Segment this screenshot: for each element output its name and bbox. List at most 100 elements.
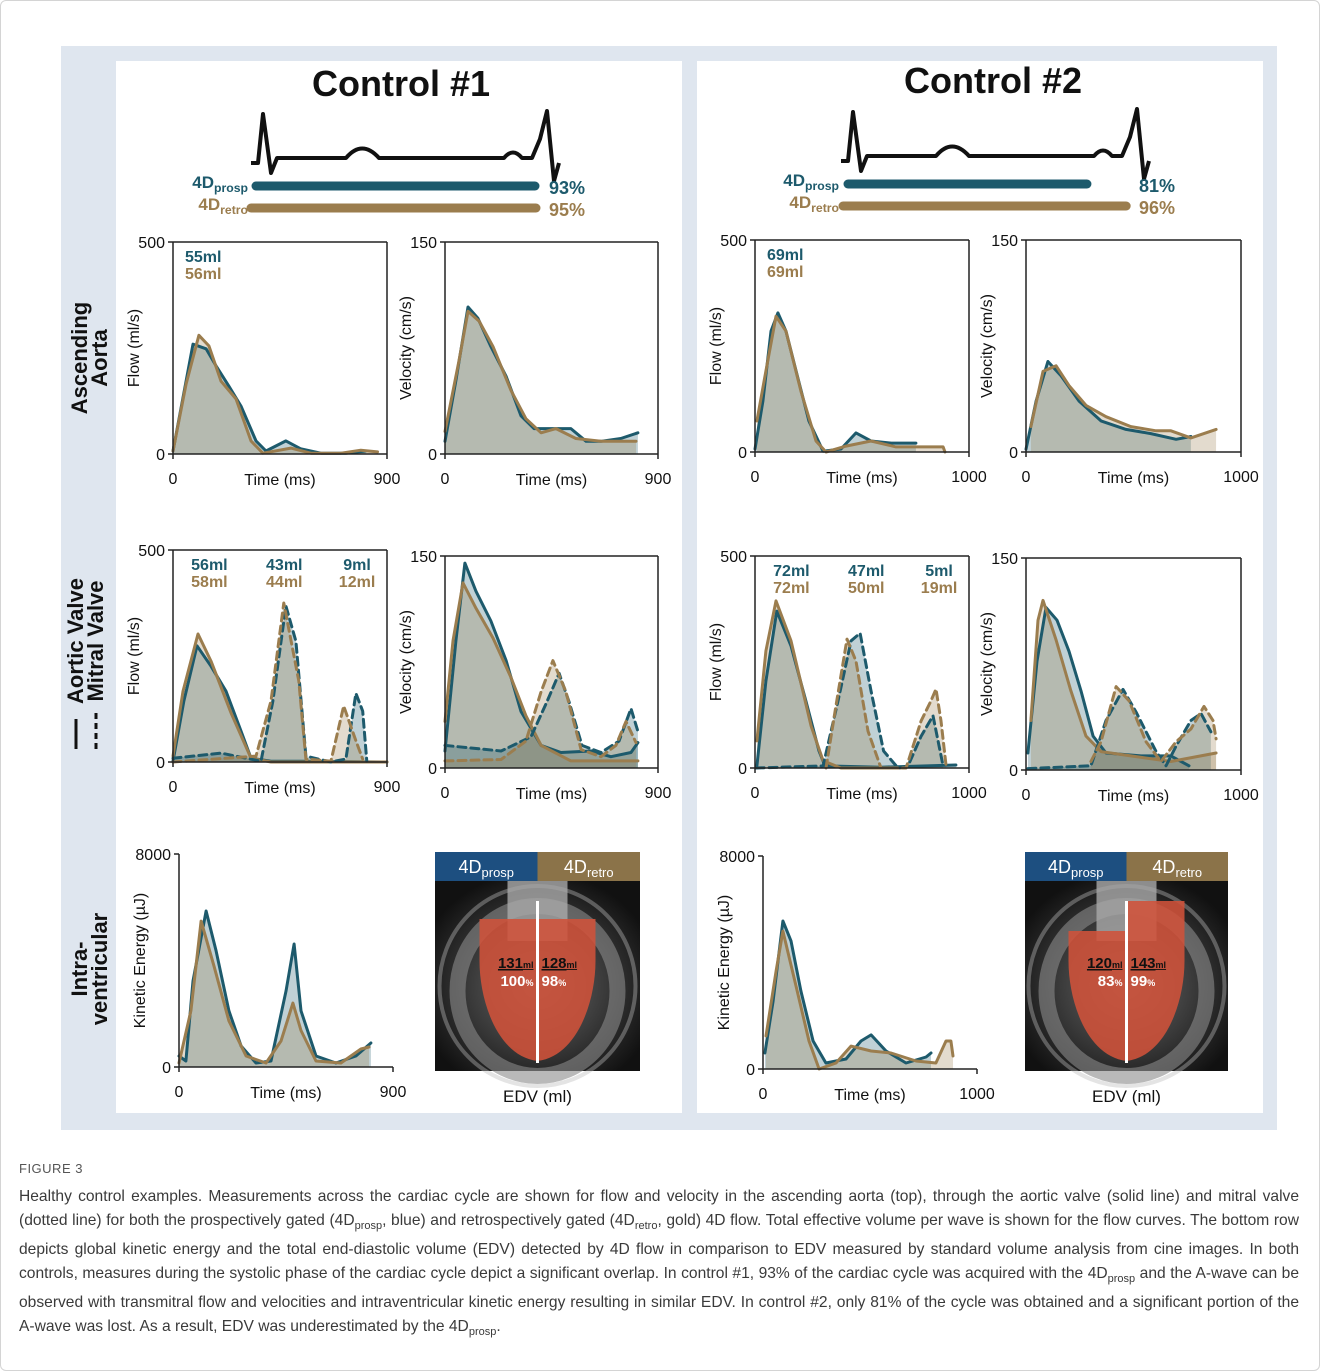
volume-label: 56ml (185, 266, 221, 283)
caption-subscript: prosp (354, 1220, 383, 1233)
volume-label: 55ml (185, 249, 221, 266)
header-prosp (1025, 852, 1128, 881)
y-tick-label: 500 (138, 543, 165, 560)
volume-label: 43ml (266, 557, 302, 574)
caption-segment: Healthy control examples. Measurements a… (19, 1188, 1299, 1229)
edv-header-main: 4D (1048, 857, 1071, 877)
line (1026, 606, 1191, 768)
edv-header-sub: prosp (482, 865, 514, 880)
series-area (173, 606, 367, 762)
y-tick-label: 0 (428, 761, 437, 778)
y-tick-label: 8000 (719, 849, 755, 866)
x-tick-label: 900 (645, 785, 672, 802)
y-axis-label: Kinetic Energy (µJ) (716, 895, 733, 1030)
edv-header: 4Dretro (1152, 857, 1202, 880)
line (443, 581, 640, 763)
caption-segment: , blue) and retrospectively gated (4D (382, 1212, 635, 1229)
coverage-label: 81% (1139, 176, 1175, 196)
x-tick-label: 1000 (1223, 787, 1259, 804)
edv-value: 120ml (1087, 955, 1123, 972)
series-area (179, 911, 371, 1067)
x-tick-label: 0 (759, 1086, 768, 1103)
edv-header: 4Dretro (564, 857, 614, 880)
x-axis-label: Time (ms) (516, 786, 587, 803)
volume-label: 12ml (339, 574, 375, 591)
dashed-line (1089, 685, 1218, 763)
y-tick-label: 500 (720, 549, 747, 566)
row-label: Aorta (87, 329, 112, 387)
series-area (173, 344, 366, 454)
volume-label: 9ml (343, 557, 371, 574)
volume-label: 56ml (191, 557, 227, 574)
y-tick-label: 0 (156, 755, 165, 772)
y-axis-label: Flow (ml/s) (708, 307, 725, 385)
coverage-legend-main: 4D (789, 193, 811, 212)
y-tick-label: 500 (138, 235, 165, 252)
edv-value: 143ml (1131, 955, 1167, 972)
series-area (1026, 361, 1191, 452)
x-tick-label: 1000 (951, 785, 987, 802)
control-title: Control #2 (904, 60, 1082, 101)
y-axis-label: Kinetic Energy (µJ) (132, 893, 149, 1028)
edv-value: 128ml (542, 955, 578, 972)
row-label: Mitral Valve (83, 580, 108, 701)
x-tick-label: 0 (441, 471, 450, 488)
series-area (179, 921, 369, 1067)
y-axis-label: Velocity (cm/s) (979, 294, 996, 398)
edv-value: 131ml (498, 955, 534, 972)
row-label: Aortic Valve (63, 578, 88, 704)
header-retro (1126, 852, 1228, 881)
x-axis-label: Time (ms) (250, 1085, 321, 1102)
series-area (756, 600, 901, 768)
ventricle-volume (479, 919, 538, 1061)
caption: FIGURE 3 Healthy control examples. Measu… (19, 1157, 1299, 1344)
row-label: Intra- (67, 942, 92, 997)
x-tick-label: 0 (441, 785, 450, 802)
coverage-label: 96% (1139, 198, 1175, 218)
series-area (445, 673, 638, 768)
y-tick-label: 0 (1009, 763, 1018, 780)
line (1029, 598, 1218, 763)
edv-percent: 100% (500, 973, 533, 990)
dashed-line (1026, 687, 1213, 771)
series-area (755, 312, 916, 452)
y-tick-label: 0 (746, 1062, 755, 1079)
volume-label: 69ml (767, 264, 803, 281)
coverage-legend-sub: retro (811, 201, 839, 215)
dashed-line (171, 601, 365, 764)
coverage-label: 95% (549, 200, 585, 220)
y-axis-label: Flow (ml/s) (126, 617, 143, 695)
edv-unit: ml (1156, 960, 1167, 970)
x-tick-label: 1000 (1223, 469, 1259, 486)
volume-label: 58ml (191, 574, 227, 591)
x-tick-label: 0 (169, 471, 178, 488)
x-tick-label: 1000 (951, 469, 987, 486)
y-tick-label: 150 (410, 235, 437, 252)
x-axis-label: Time (ms) (516, 472, 587, 489)
edv-header-sub: prosp (1071, 865, 1103, 880)
edv-number: 131 (498, 955, 523, 972)
row-labels: Ascending Aorta Aortic Valve Mitral Valv… (63, 302, 112, 1025)
edv-pct-unit: % (558, 978, 566, 988)
dashed-line (171, 604, 369, 764)
edv-number: 128 (542, 955, 567, 972)
volume-label: 19ml (921, 580, 957, 597)
y-tick-label: 0 (162, 1060, 171, 1077)
figure: Ascending Aorta Aortic Valve Mitral Valv… (61, 46, 1277, 1130)
y-tick-label: 0 (738, 761, 747, 778)
edv-header-main: 4D (459, 857, 482, 877)
edv-percent: 99% (1131, 973, 1156, 990)
y-tick-label: 0 (428, 447, 437, 464)
y-tick-label: 150 (991, 551, 1018, 568)
y-axis-label: Flow (ml/s) (126, 309, 143, 387)
row-label: Ascending (67, 302, 92, 414)
header-prosp (435, 852, 539, 881)
figure-label: FIGURE 3 (19, 1161, 83, 1176)
y-tick-label: 8000 (135, 847, 171, 864)
caption-text: Healthy control examples. Measurements a… (19, 1185, 1299, 1344)
edv-pct-number: 100 (500, 973, 525, 990)
ventricle-volume (537, 919, 596, 1061)
x-axis-label: Time (ms) (244, 472, 315, 489)
line (764, 929, 955, 1071)
line (443, 309, 638, 443)
